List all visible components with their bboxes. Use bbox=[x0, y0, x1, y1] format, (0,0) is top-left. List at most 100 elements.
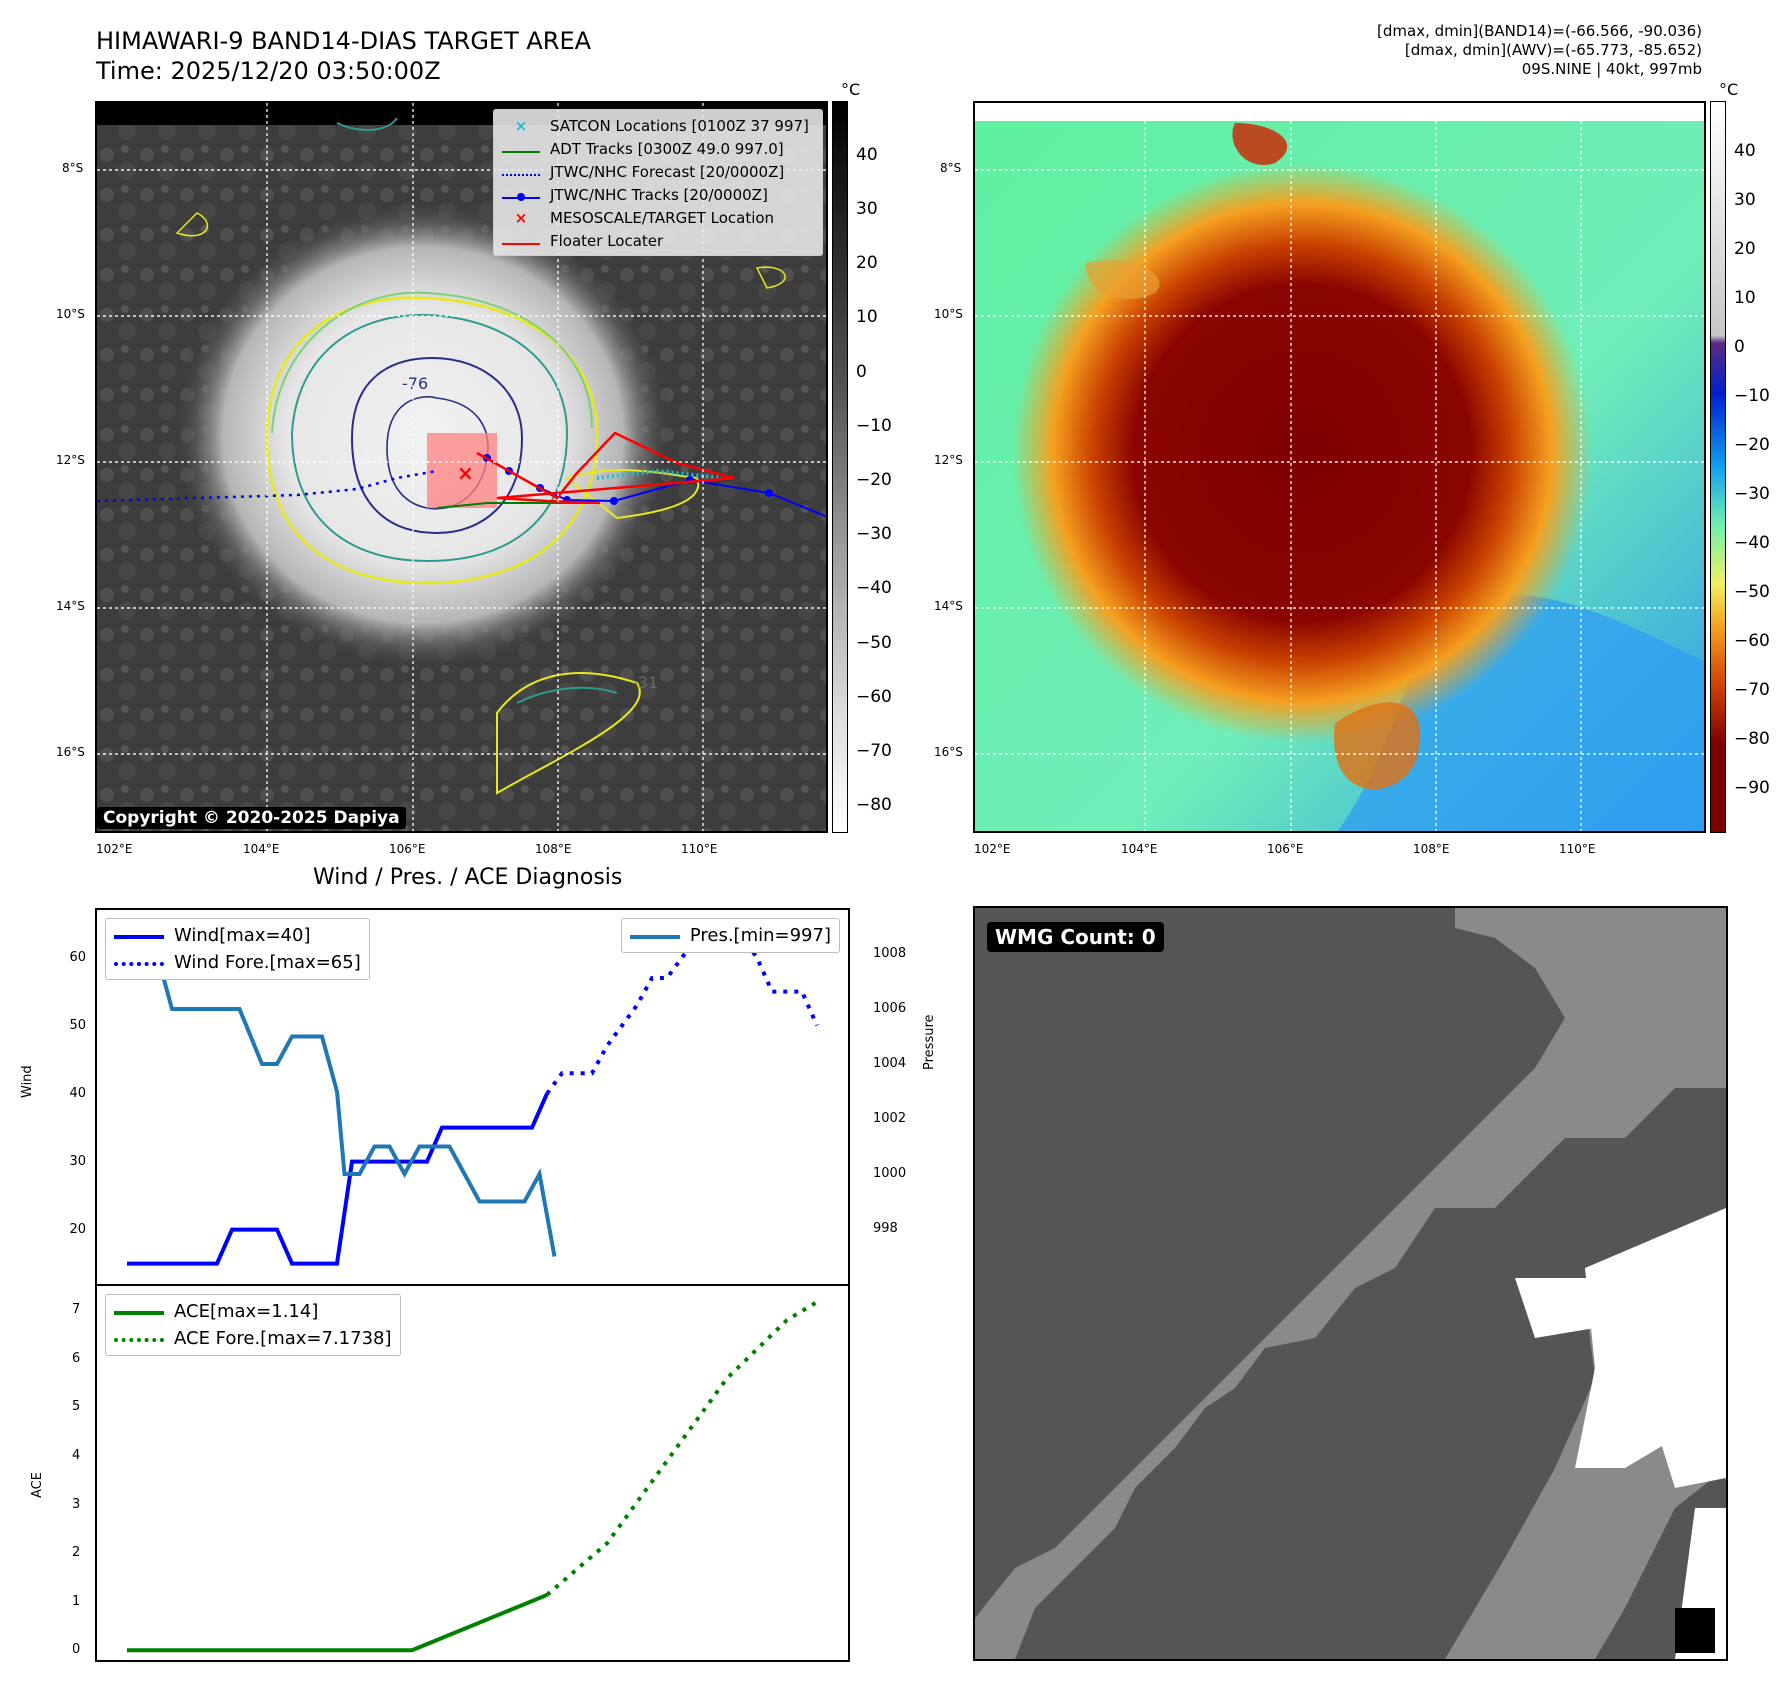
legend-item: × MESOSCALE/TARGET Location bbox=[502, 206, 814, 229]
ace-y-tick: 1 bbox=[72, 1593, 81, 1609]
lon-tick: 110°E bbox=[681, 842, 718, 856]
colorbar-tick: 20 bbox=[856, 253, 878, 273]
x-marker-icon: × bbox=[514, 208, 528, 227]
colorbar-tick: 10 bbox=[1734, 288, 1756, 308]
contour-label: -31 bbox=[632, 673, 658, 692]
legend-label: Wind Fore.[max=65] bbox=[174, 952, 361, 973]
colorbar-tick: −60 bbox=[856, 687, 892, 707]
pressure-y-tick: 1000 bbox=[873, 1166, 907, 1181]
info-line-1: [dmax, dmin](BAND14)=(-66.566, -90.036) bbox=[1377, 22, 1702, 40]
lat-tick: 12°S bbox=[934, 453, 963, 467]
colorbar-tick: 20 bbox=[1734, 239, 1756, 259]
lat-tick: 10°S bbox=[934, 307, 963, 321]
pressure-y-tick: 1002 bbox=[873, 1111, 907, 1126]
legend-item: × SATCON Locations [0100Z 37 997] bbox=[502, 114, 814, 137]
lat-tick: 16°S bbox=[934, 745, 963, 759]
colorbar-tick: −10 bbox=[856, 416, 892, 436]
lon-tick: 104°E bbox=[243, 842, 280, 856]
lat-tick: 14°S bbox=[934, 599, 963, 613]
lon-tick: 108°E bbox=[535, 842, 572, 856]
wind-y-tick: 30 bbox=[69, 1153, 86, 1169]
colorbar-tick: −50 bbox=[856, 633, 892, 653]
pressure-y-tick: 1008 bbox=[873, 946, 907, 961]
svg-text:×: × bbox=[457, 461, 474, 485]
colorbar-tick: 0 bbox=[1734, 337, 1745, 357]
colorbar-tick: −10 bbox=[1734, 386, 1770, 406]
pressure-y-tick: 998 bbox=[873, 1221, 898, 1236]
colorbar-tick: −40 bbox=[1734, 533, 1770, 553]
colorbar-tick: 0 bbox=[856, 362, 867, 382]
colorbar-tick: 30 bbox=[856, 199, 878, 219]
pressure-series-line bbox=[127, 924, 557, 1257]
legend-item: JTWC/NHC Tracks [20/0000Z] bbox=[502, 183, 814, 206]
colorbar-tick: −30 bbox=[856, 524, 892, 544]
contour-label: -76 bbox=[402, 374, 428, 393]
colorbar-tick: −20 bbox=[1734, 435, 1770, 455]
pressure-legend: Pres.[min=997] bbox=[620, 918, 840, 953]
ir-colorbar bbox=[832, 101, 848, 833]
title-line-2: Time: 2025/12/20 03:50:00Z bbox=[96, 57, 441, 85]
solid-line-icon bbox=[114, 932, 164, 939]
lon-tick: 102°E bbox=[96, 842, 133, 856]
ace-y-tick: 5 bbox=[72, 1399, 81, 1415]
legend-label: Pres.[min=997] bbox=[689, 925, 831, 946]
wmg-panel: WMG Count: 0 bbox=[973, 906, 1728, 1661]
legend-item: Floater Locater bbox=[502, 229, 814, 252]
ace-y-tick: 4 bbox=[72, 1448, 81, 1463]
legend-label: Wind[max=40] bbox=[174, 925, 311, 946]
legend-label: JTWC/NHC Forecast [20/0000Z] bbox=[550, 162, 785, 181]
title-line-1: HIMAWARI-9 BAND14-DIAS TARGET AREA bbox=[96, 27, 592, 55]
wind-pressure-plot bbox=[127, 921, 819, 1266]
solid-line-icon bbox=[114, 1308, 164, 1315]
wind-y-tick: 40 bbox=[69, 1085, 86, 1101]
colorbar-tick: 40 bbox=[1734, 141, 1756, 161]
pressure-y-tick: 1004 bbox=[873, 1056, 907, 1071]
colorbar-tick: −60 bbox=[1734, 631, 1770, 651]
diagnosis-title: Wind / Pres. / ACE Diagnosis bbox=[313, 865, 623, 890]
ace-plot bbox=[127, 1300, 819, 1653]
wmg-image bbox=[975, 908, 1726, 1659]
line-icon bbox=[502, 236, 540, 245]
info-block: [dmax, dmin](BAND14)=(-66.566, -90.036) … bbox=[1377, 22, 1702, 79]
colorbar-tick: −20 bbox=[856, 470, 892, 490]
ace-legend: ACE[max=1.14] ACE Fore.[max=7.1738] bbox=[105, 1294, 401, 1356]
legend-item: Wind[max=40] bbox=[114, 922, 361, 949]
lon-tick: 110°E bbox=[1559, 842, 1596, 856]
wmg-count-badge: WMG Count: 0 bbox=[987, 922, 1164, 952]
colorbar-tick: −70 bbox=[856, 741, 892, 761]
colorbar-tick: −80 bbox=[1734, 729, 1770, 749]
line-icon bbox=[502, 144, 540, 153]
legend-item: ACE Fore.[max=7.1738] bbox=[114, 1325, 392, 1352]
legend-label: JTWC/NHC Tracks [20/0000Z] bbox=[550, 185, 768, 204]
wind-y-tick: 50 bbox=[69, 1017, 86, 1033]
ace-y-tick: 3 bbox=[72, 1496, 81, 1512]
ace-y-tick: 2 bbox=[72, 1545, 81, 1561]
ace-y-tick: 7 bbox=[72, 1302, 81, 1318]
lat-tick: 10°S bbox=[56, 307, 85, 321]
lat-tick: 8°S bbox=[940, 161, 962, 175]
wind-series-line bbox=[127, 1092, 549, 1266]
lon-tick: 102°E bbox=[974, 842, 1011, 856]
colorbar-tick: 40 bbox=[856, 145, 878, 165]
awv-colorbar-unit: °C bbox=[1719, 80, 1739, 99]
wind-legend: Wind[max=40] Wind Fore.[max=65] bbox=[105, 918, 370, 980]
dotted-line-icon bbox=[502, 167, 540, 176]
x-marker-icon: × bbox=[514, 116, 528, 135]
colorbar-tick: 30 bbox=[1734, 190, 1756, 210]
colorbar-tick: −50 bbox=[1734, 582, 1770, 602]
ace-axis-label: ACE bbox=[30, 1472, 45, 1498]
lon-tick: 106°E bbox=[1267, 842, 1304, 856]
wind-y-tick: 60 bbox=[69, 949, 86, 965]
wind-axis-label: Wind bbox=[20, 1065, 35, 1098]
dotted-line-icon bbox=[114, 1335, 164, 1342]
lat-tick: 14°S bbox=[56, 599, 85, 613]
wind-y-tick: 20 bbox=[69, 1221, 86, 1237]
ace-series-line bbox=[127, 1593, 548, 1653]
legend-item: Pres.[min=997] bbox=[629, 922, 831, 949]
info-line-2: [dmax, dmin](AWV)=(-65.773, -85.652) bbox=[1404, 41, 1702, 59]
ace-forecast-line bbox=[545, 1300, 819, 1597]
awv-satellite-panel bbox=[973, 101, 1706, 833]
legend-label: Floater Locater bbox=[550, 231, 664, 250]
legend-label: SATCON Locations [0100Z 37 997] bbox=[550, 116, 809, 135]
lon-tick: 108°E bbox=[1413, 842, 1450, 856]
